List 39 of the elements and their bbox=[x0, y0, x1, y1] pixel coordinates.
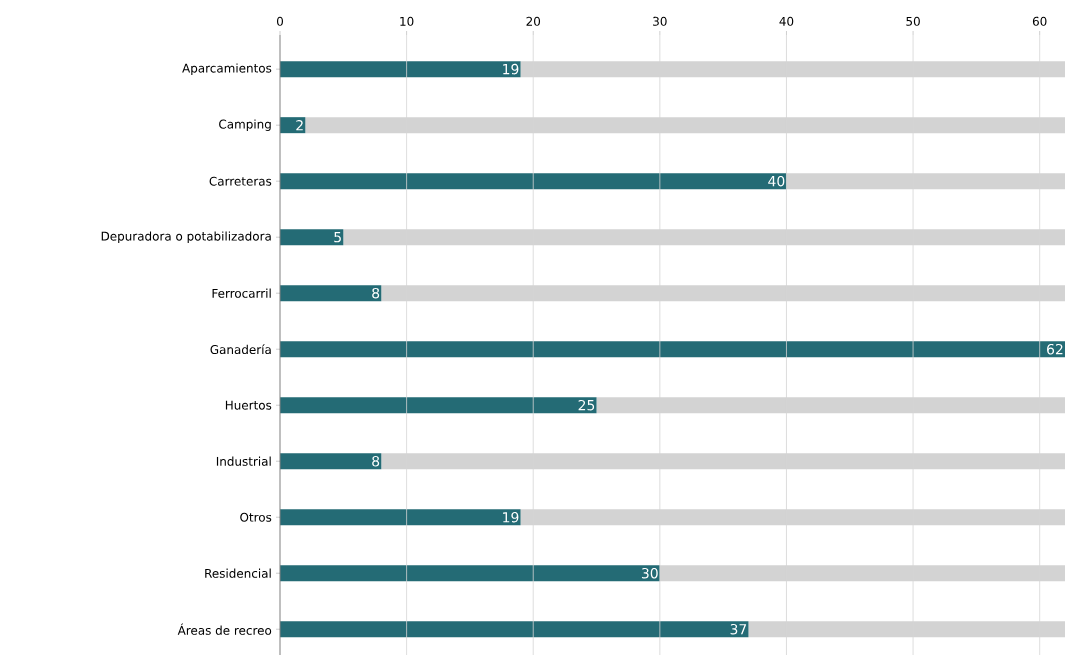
data-label: 19 bbox=[503, 63, 519, 75]
data-label: 40 bbox=[768, 175, 785, 187]
y-tick-label: Camping bbox=[219, 119, 271, 131]
bar bbox=[280, 285, 382, 302]
x-tick-label: 60 bbox=[1032, 16, 1047, 26]
x-tick-label: 20 bbox=[526, 16, 541, 26]
x-tick-label: 40 bbox=[779, 16, 794, 26]
y-tick-label: Otros bbox=[240, 512, 272, 522]
y-tick-label: Ganadería bbox=[210, 344, 271, 355]
bar bbox=[280, 565, 660, 582]
data-label: 25 bbox=[578, 399, 595, 411]
bar bbox=[280, 173, 787, 190]
bar bbox=[280, 341, 1065, 358]
y-tick-label: Depuradora o potabilizadora bbox=[101, 231, 271, 243]
data-label: 37 bbox=[730, 623, 747, 635]
x-tick-label: 50 bbox=[906, 16, 920, 26]
y-tick-label: Áreas de recreo bbox=[177, 623, 272, 635]
data-label: 5 bbox=[334, 231, 341, 243]
bar bbox=[280, 61, 521, 78]
x-tick-label: 30 bbox=[653, 16, 667, 26]
data-label: 62 bbox=[1047, 343, 1063, 355]
data-label: 30 bbox=[641, 567, 658, 579]
bar bbox=[280, 621, 749, 638]
y-tick-label: Residencial bbox=[205, 568, 271, 578]
x-tick-label: 10 bbox=[400, 16, 414, 26]
y-tick-label: Aparcamientos bbox=[182, 63, 272, 75]
data-label: 8 bbox=[372, 287, 380, 299]
bar bbox=[280, 509, 521, 526]
data-label: 8 bbox=[372, 455, 380, 467]
bar bbox=[280, 453, 382, 470]
x-tick-label: 0 bbox=[276, 16, 284, 26]
data-label: 2 bbox=[296, 119, 303, 131]
y-tick-label: Carreteras bbox=[209, 176, 272, 186]
y-tick-label: Industrial bbox=[216, 456, 271, 466]
data-label: 19 bbox=[503, 511, 519, 523]
y-tick-label: Huertos bbox=[225, 400, 272, 410]
y-tick-label: Ferrocarril bbox=[212, 288, 271, 298]
bar bbox=[280, 397, 597, 414]
bar bbox=[280, 229, 344, 246]
